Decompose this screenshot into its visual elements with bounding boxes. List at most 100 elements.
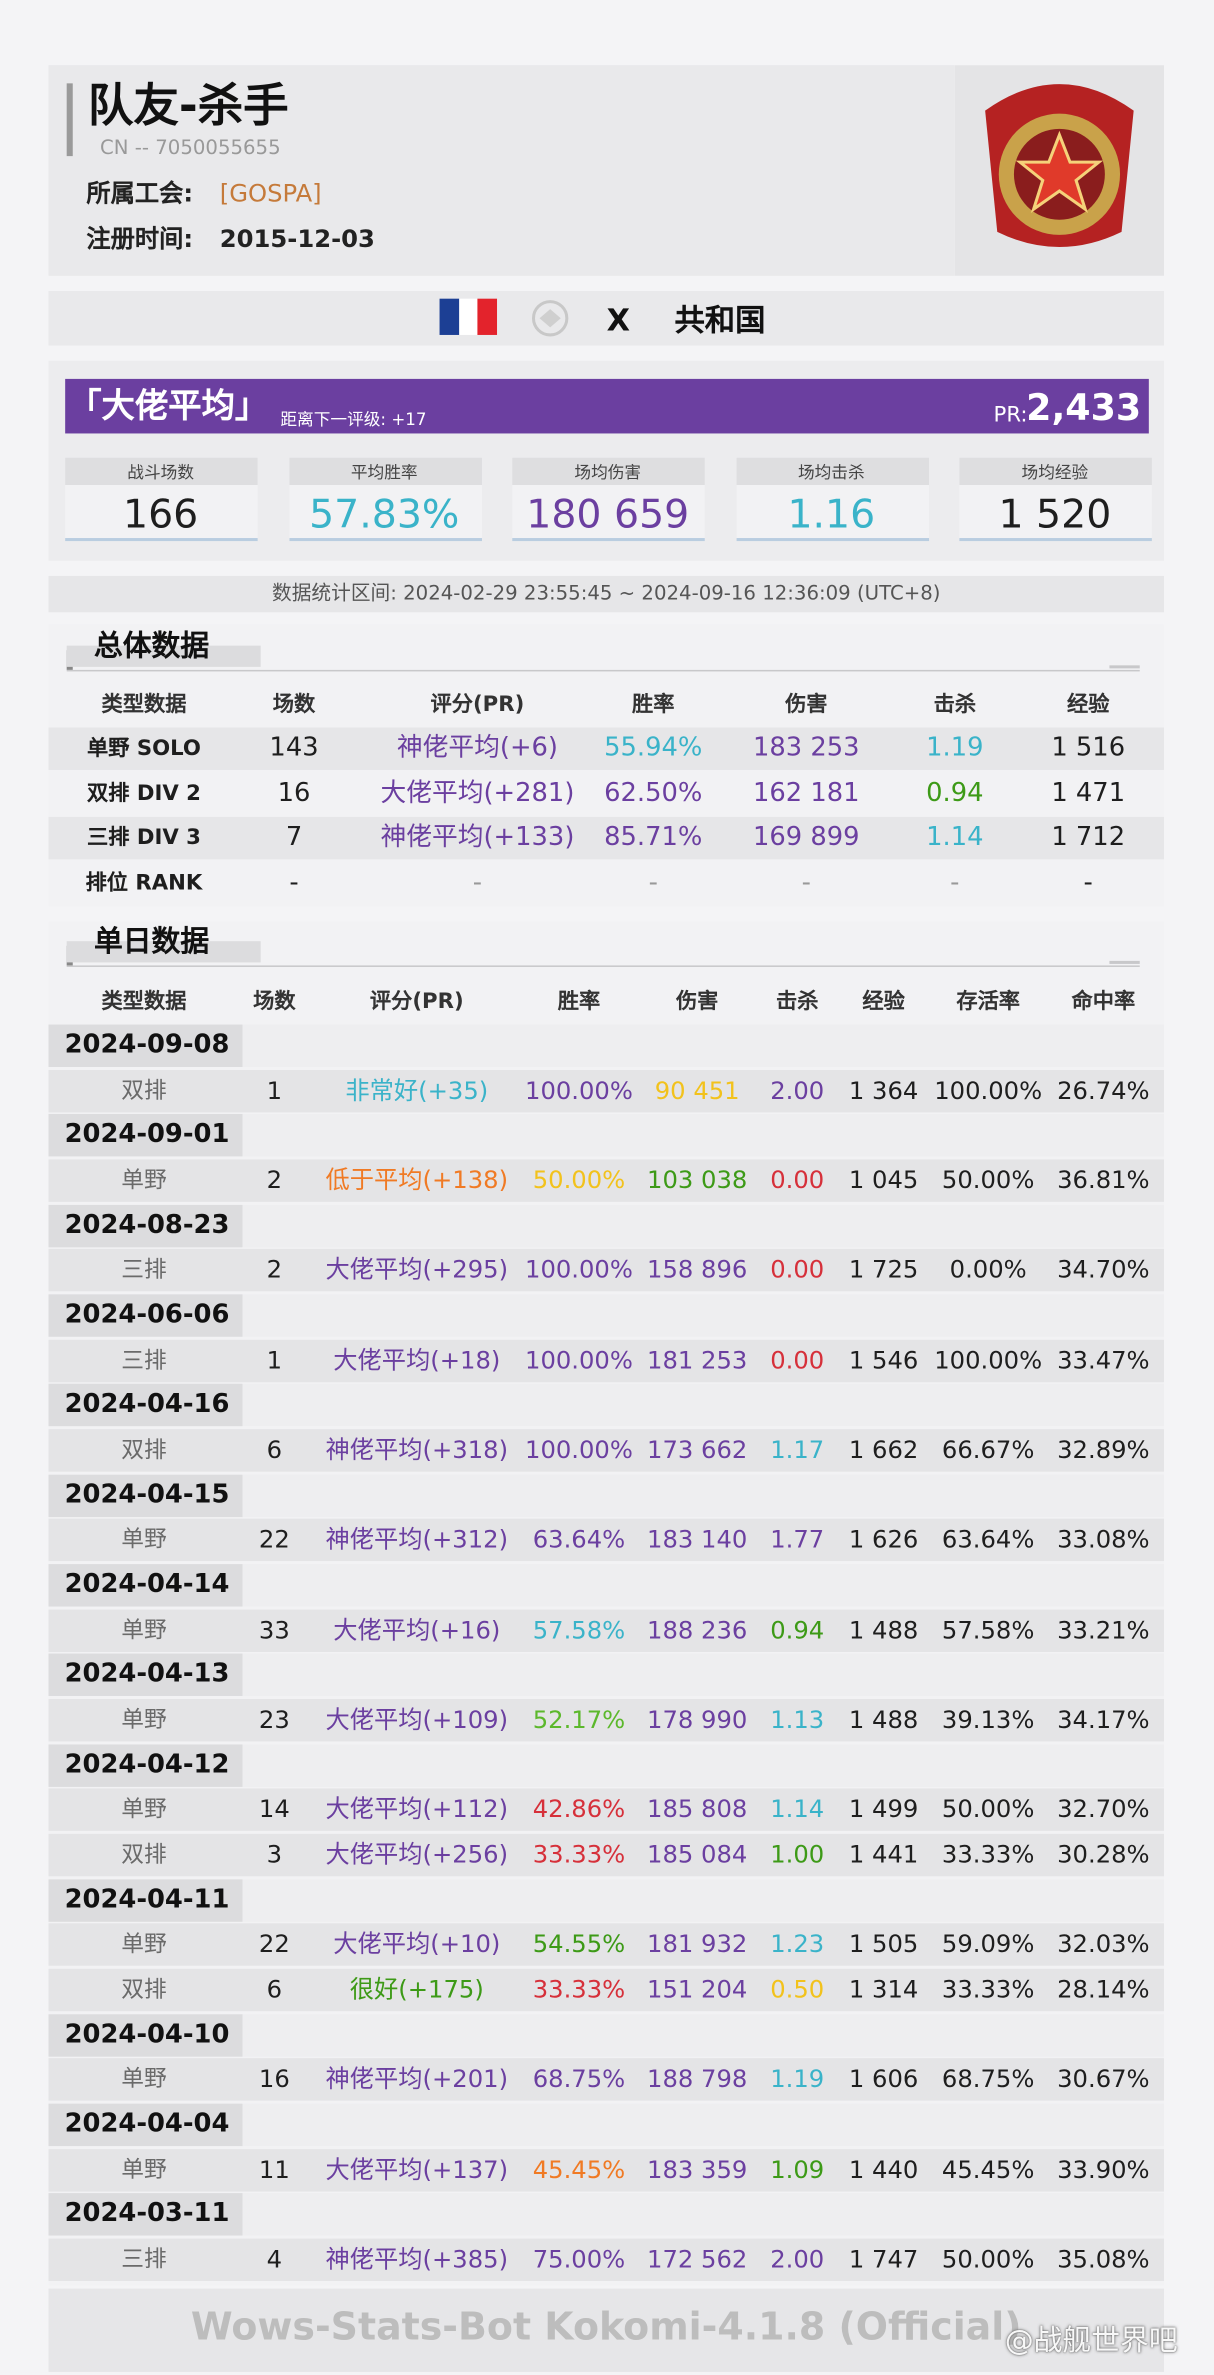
table-cell: 1: [266, 1345, 283, 1375]
watermark: @战舰世界吧: [1004, 2324, 1178, 2358]
table-cell: 1 314: [848, 1974, 919, 2004]
table-cell: 大佬平均(+109): [325, 1705, 509, 1734]
table-cell: 181 932: [647, 1929, 748, 1959]
table-cell: 45.45%: [941, 2154, 1035, 2184]
table-cell: 188 798: [647, 2064, 748, 2094]
table-cell: 双排 DIV 2: [87, 781, 201, 806]
rating-banner: [65, 378, 1149, 434]
table-cell: 0.50: [770, 1974, 825, 2004]
table-cell: 0.00: [770, 1165, 825, 1195]
table-cell: 45.45%: [532, 2154, 626, 2184]
table-cell: 双排: [121, 1436, 167, 1464]
table-cell: 143: [269, 732, 319, 764]
table-row: [48, 1833, 1164, 1877]
table-cell: 0.94: [926, 777, 984, 809]
date-cell: [48, 1024, 243, 1067]
table-cell: 0.00: [770, 1255, 825, 1285]
table-cell: 36.81%: [1057, 1165, 1150, 1195]
table-cell: 100.00%: [934, 1075, 1043, 1105]
table-cell: 大佬平均(+137): [325, 2154, 509, 2184]
table-cell: 57.58%: [941, 1615, 1035, 1644]
column-header: 经验: [862, 989, 905, 1014]
column-header: 场数: [272, 692, 316, 717]
table-row: [48, 817, 1164, 860]
column-header: 存活率: [956, 989, 1021, 1014]
table-cell: 188 236: [647, 1615, 748, 1644]
reg-label: 注册时间:: [86, 224, 194, 254]
table-cell: 双排: [121, 1840, 167, 1869]
table-cell: 1 626: [848, 1525, 919, 1555]
table-cell: 85.71%: [604, 822, 703, 854]
table-cell: 非常好(+35): [345, 1075, 489, 1105]
table-cell: 50.00%: [941, 2244, 1035, 2274]
table-cell: 0.00: [770, 1345, 825, 1375]
date-cell: [48, 1114, 243, 1157]
table-cell: 100.00%: [525, 1345, 633, 1375]
table-cell: 3: [266, 1840, 283, 1869]
period: 数据统计区间: 2024-02-29 23:55:45 ~ 2024-09-16…: [272, 582, 941, 606]
stat-value: 180 659: [526, 492, 690, 539]
table-cell: 2: [266, 1255, 283, 1285]
table-cell: 178 990: [647, 1705, 748, 1734]
stat-label: 场均击杀: [797, 463, 865, 483]
table-cell: 30.67%: [1057, 2064, 1150, 2094]
date: 2024-08-23: [64, 1209, 230, 1241]
stat-label-band: [288, 457, 482, 485]
date: 2024-04-04: [64, 2109, 230, 2140]
table-cell: 三排: [121, 1256, 167, 1284]
table-cell: 三排 DIV 3: [87, 826, 201, 851]
date-row: [242, 1654, 1164, 1697]
stat-label-band: [65, 457, 258, 485]
date: 2024-09-08: [64, 1029, 230, 1061]
table-cell: 75.00%: [532, 2244, 626, 2274]
section-tick: [1109, 960, 1140, 964]
table-row: [48, 727, 1164, 770]
table-cell: 1.14: [926, 822, 984, 854]
table-cell: 59.09%: [941, 1929, 1035, 1959]
table-cell: 1 725: [848, 1255, 919, 1285]
table-cell: 低于平均(+138): [325, 1165, 509, 1195]
table-cell: 151 204: [647, 1974, 748, 2004]
pr-value: 2,433: [1026, 386, 1142, 429]
rating-next: 距离下一评级: +17: [280, 409, 427, 430]
table-row: [48, 1159, 1164, 1202]
table-cell: 0.94: [770, 1615, 825, 1644]
table-cell: 66.67%: [941, 1435, 1035, 1465]
section-rule: [66, 669, 1140, 672]
date-cell: [48, 1474, 243, 1517]
column-header: 胜率: [632, 692, 675, 717]
table-cell: 54.55%: [532, 1929, 626, 1959]
date: 2024-04-12: [64, 1749, 230, 1780]
tier-icon: [531, 300, 569, 337]
stat-label: 场均经验: [1021, 463, 1089, 483]
table-cell: 34.17%: [1057, 1705, 1150, 1734]
table-cell: 单野: [121, 1526, 167, 1554]
section-rule: [66, 965, 1140, 967]
table-cell: 63.64%: [532, 1525, 626, 1555]
table-cell: 172 562: [647, 2244, 748, 2274]
table-row: [48, 2058, 1164, 2102]
table-cell: 23: [258, 1705, 290, 1734]
ship-tier: X: [606, 301, 631, 338]
table-row: [48, 1519, 1164, 1562]
table-cell: 大佬平均(+295): [325, 1255, 509, 1285]
table-cell: 32.03%: [1057, 1929, 1150, 1959]
date: 2024-04-11: [64, 1884, 230, 1915]
stat-underline: [65, 538, 258, 542]
column-header: 场数: [253, 989, 296, 1014]
table-cell: 三排: [121, 1346, 167, 1374]
clan-label: 所属工会:: [86, 178, 194, 208]
table-row: [48, 1699, 1164, 1742]
table-row: [48, 1339, 1164, 1382]
name-bar: [66, 83, 73, 157]
table-cell: 神佬平均(+201): [325, 2064, 509, 2094]
date-cell: [48, 2103, 243, 2147]
table-cell: 34.70%: [1057, 1255, 1150, 1285]
table-row: [48, 1249, 1164, 1292]
table-row: [48, 1923, 1164, 1967]
table-cell: 33.08%: [1057, 1525, 1150, 1555]
table-cell: 14: [258, 1795, 290, 1824]
column-header: 伤害: [675, 989, 719, 1014]
table-cell: 1.09: [770, 2154, 825, 2184]
